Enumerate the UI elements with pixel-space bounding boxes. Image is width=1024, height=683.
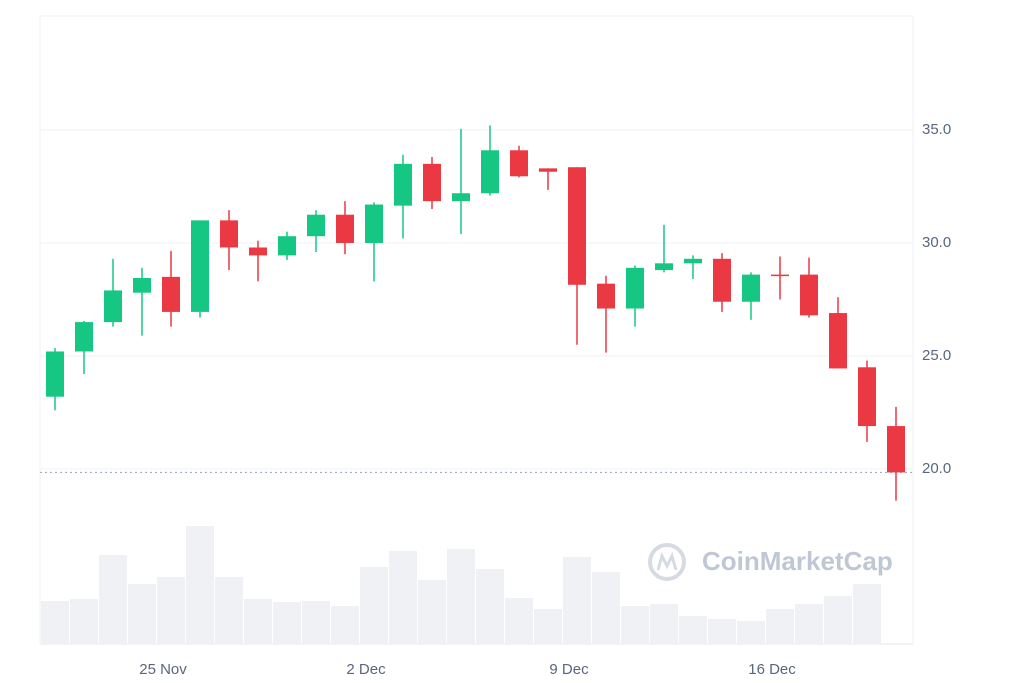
candle-body xyxy=(133,278,151,293)
volume-bar xyxy=(244,599,272,644)
volume-bar xyxy=(534,609,562,644)
candle-body xyxy=(423,163,441,202)
x-tick-label: 25 Nov xyxy=(139,661,187,678)
volume-bar xyxy=(650,604,678,644)
candle-body xyxy=(655,263,673,271)
candle-body xyxy=(307,214,325,237)
candle-body xyxy=(365,204,383,243)
volume-bar xyxy=(795,604,823,644)
candle-body xyxy=(104,290,122,323)
volume-bar xyxy=(447,549,475,644)
candle-body xyxy=(278,236,296,256)
candle-body xyxy=(626,267,644,309)
x-tick-label: 2 Dec xyxy=(346,661,386,678)
volume-bar xyxy=(215,577,243,644)
volume-bar xyxy=(331,606,359,644)
candle-body xyxy=(568,167,586,285)
candle-body xyxy=(742,274,760,302)
volume-bar xyxy=(418,580,446,644)
volume-bar xyxy=(592,572,620,644)
candle-body xyxy=(829,313,847,369)
volume-bar xyxy=(128,584,156,644)
volume-bar xyxy=(360,567,388,644)
volume-bar xyxy=(621,606,649,644)
volume-bar xyxy=(99,555,127,644)
candle-body xyxy=(452,193,470,202)
volume-bar xyxy=(766,609,794,644)
candle-body xyxy=(597,283,615,309)
watermark: CoinMarketCap xyxy=(702,546,893,576)
candle-body xyxy=(162,276,180,312)
volume-bar xyxy=(302,601,330,644)
volume-bar xyxy=(41,601,69,644)
volume-bar xyxy=(476,569,504,644)
x-tick-label: 16 Dec xyxy=(748,661,796,678)
candle-body xyxy=(481,150,499,194)
candle-body xyxy=(771,274,789,277)
candle-body xyxy=(75,322,93,352)
candle-body xyxy=(191,220,209,312)
volume-bar xyxy=(737,621,765,644)
candle-body xyxy=(220,220,238,248)
volume-bar xyxy=(853,584,881,644)
candle-body xyxy=(336,214,354,243)
volume-bar xyxy=(273,602,301,644)
volume-bar xyxy=(563,557,591,644)
candle-body xyxy=(249,247,267,256)
volume-bar xyxy=(70,599,98,644)
candle-body xyxy=(800,274,818,316)
volume-bar xyxy=(157,577,185,644)
volume-bar xyxy=(679,616,707,644)
volume-bar xyxy=(505,598,533,644)
volume-bar xyxy=(824,596,852,644)
volume-bar xyxy=(389,551,417,644)
candle-body xyxy=(713,258,731,302)
watermark-logo xyxy=(648,543,686,581)
candle-body xyxy=(684,258,702,264)
y-tick-label: 20.0 xyxy=(922,460,951,477)
candle-body xyxy=(394,163,412,206)
volume-bar xyxy=(186,526,214,644)
volume-bar xyxy=(708,619,736,644)
y-tick-label: 25.0 xyxy=(922,347,951,364)
candle-body xyxy=(887,426,905,473)
candle-body xyxy=(510,150,528,177)
candle-body xyxy=(858,367,876,427)
candle-body xyxy=(539,168,557,172)
y-tick-label: 35.0 xyxy=(922,121,951,138)
x-tick-label: 9 Dec xyxy=(549,661,589,678)
candle-body xyxy=(46,351,64,397)
y-tick-label: 30.0 xyxy=(922,234,951,251)
